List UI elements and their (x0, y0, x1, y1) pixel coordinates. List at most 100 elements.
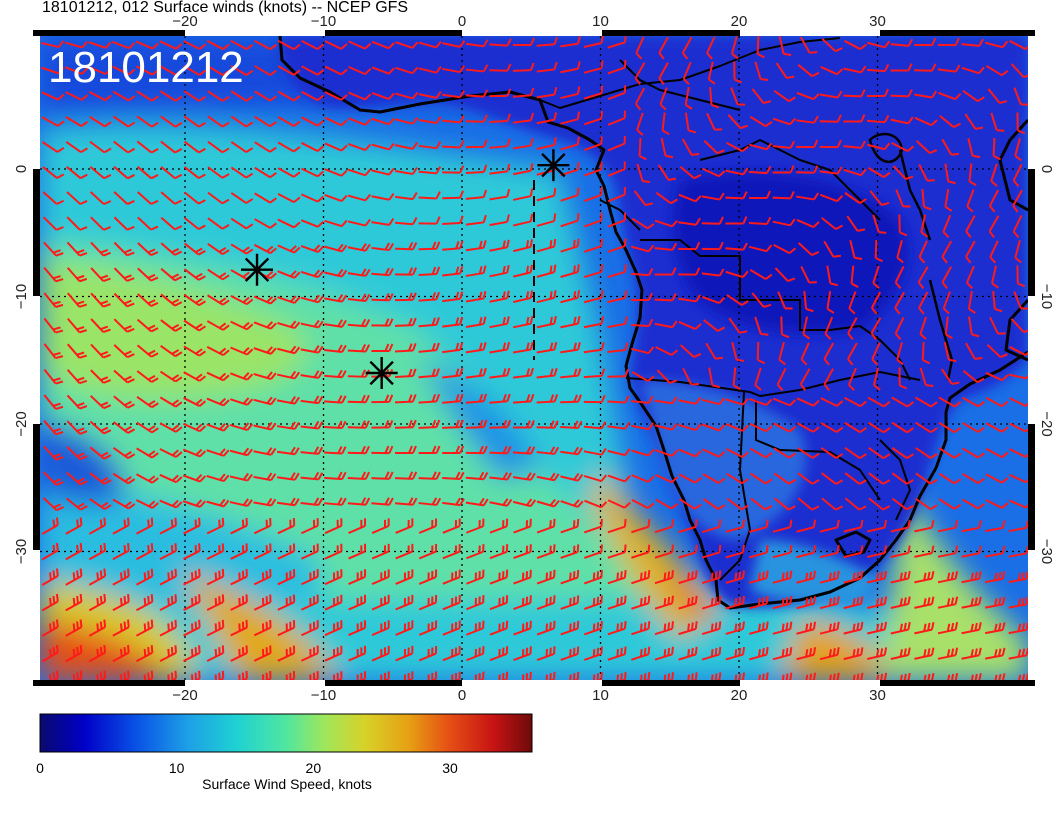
wind-barb (113, 241, 135, 257)
wind-barb (536, 341, 558, 354)
wind-barb (636, 112, 644, 136)
wind-barb (634, 87, 646, 111)
wind-barb (206, 473, 230, 483)
wind-barb (347, 497, 371, 506)
wind-barb (207, 115, 230, 128)
wind-barb (512, 420, 535, 429)
wind-barb (914, 519, 935, 533)
wind-barb (300, 569, 319, 586)
wind-barb (207, 166, 230, 179)
wind-barb (135, 40, 159, 50)
wind-barb (371, 671, 390, 680)
wind-barb (324, 420, 347, 430)
wind-barb (160, 115, 183, 128)
wind-barb (869, 190, 890, 206)
wind-barb (371, 167, 395, 176)
wind-barb (1032, 342, 1054, 354)
wind-barb (797, 64, 820, 78)
wind-barb (1032, 369, 1053, 377)
wind-barb (1041, 240, 1049, 261)
wind-barb (253, 594, 272, 611)
wind-barb (513, 646, 532, 662)
wind-barb (843, 140, 866, 149)
wind-barb (1040, 86, 1049, 108)
wind-barb (874, 239, 883, 263)
wind-barb (749, 115, 773, 128)
wind-barb (159, 645, 177, 663)
wind-barb (607, 620, 627, 636)
wind-barb (536, 213, 557, 227)
wind-barb (65, 166, 88, 180)
wind-barb (230, 166, 254, 179)
wind-barb (634, 62, 646, 85)
wind-barb (183, 293, 206, 307)
wind-barb (725, 672, 746, 680)
wind-barb (843, 65, 867, 74)
wind-barb (536, 646, 556, 661)
wind-barb (797, 242, 820, 256)
wind-barb (630, 422, 654, 431)
asterisk-marker (365, 357, 398, 389)
wind-barb (984, 520, 1006, 533)
wind-barb (937, 37, 960, 47)
wind-barb (819, 114, 842, 123)
wind-barb (137, 216, 159, 231)
wind-barb (890, 38, 914, 47)
wind-barb (41, 116, 65, 127)
wind-barb (418, 569, 438, 585)
wind-barb (914, 596, 935, 609)
wind-barb (42, 191, 65, 205)
colorbar (39, 713, 533, 753)
wind-barb (560, 671, 580, 680)
wind-barb (702, 498, 726, 510)
wind-barb (182, 422, 207, 433)
wind-barb (277, 645, 296, 662)
wind-barb (230, 294, 254, 306)
wind-barb (938, 472, 962, 485)
wind-barb (65, 568, 83, 586)
wind-barb (819, 519, 840, 533)
wind-barb (985, 499, 1009, 509)
wind-barb (823, 368, 835, 392)
wind-barb (890, 545, 911, 558)
wind-barb (489, 646, 509, 662)
wind-barb (819, 90, 843, 99)
wind-barb (301, 116, 325, 127)
wind-barb (442, 544, 461, 560)
wind-barb (88, 670, 107, 680)
wind-barb (583, 368, 606, 379)
wind-barb (66, 241, 88, 257)
wind-barb (300, 395, 324, 405)
wind-barb (780, 316, 790, 339)
wind-barb (583, 620, 603, 636)
wind-barb (207, 191, 230, 205)
wind-barb (631, 621, 651, 636)
wind-barb (371, 142, 395, 151)
wind-barb (254, 192, 277, 204)
wind-barb (678, 473, 702, 484)
wind-barb (1009, 448, 1028, 458)
wind-barb (253, 346, 277, 355)
wind-barb (88, 41, 112, 49)
wind-barb (66, 191, 88, 205)
wind-barb (324, 243, 348, 253)
wind-barb (159, 370, 183, 383)
wind-barb (442, 165, 465, 174)
wind-barb (324, 294, 348, 303)
wind-barb (347, 193, 372, 202)
lon-tick-label: 30 (869, 13, 886, 30)
wind-barb (394, 142, 418, 150)
wind-barb (583, 85, 604, 100)
wind-barb (42, 216, 64, 231)
wind-barb (772, 165, 795, 174)
wind-barb (843, 570, 864, 584)
wind-barb (749, 672, 769, 680)
wind-barb (395, 594, 414, 611)
wind-barb (560, 394, 582, 404)
wind-barb (844, 472, 867, 485)
wind-barb (536, 112, 557, 125)
wind-barb (394, 445, 417, 455)
wind-barb (583, 136, 603, 151)
wind-barb (112, 517, 130, 535)
wind-barb (1008, 647, 1028, 660)
